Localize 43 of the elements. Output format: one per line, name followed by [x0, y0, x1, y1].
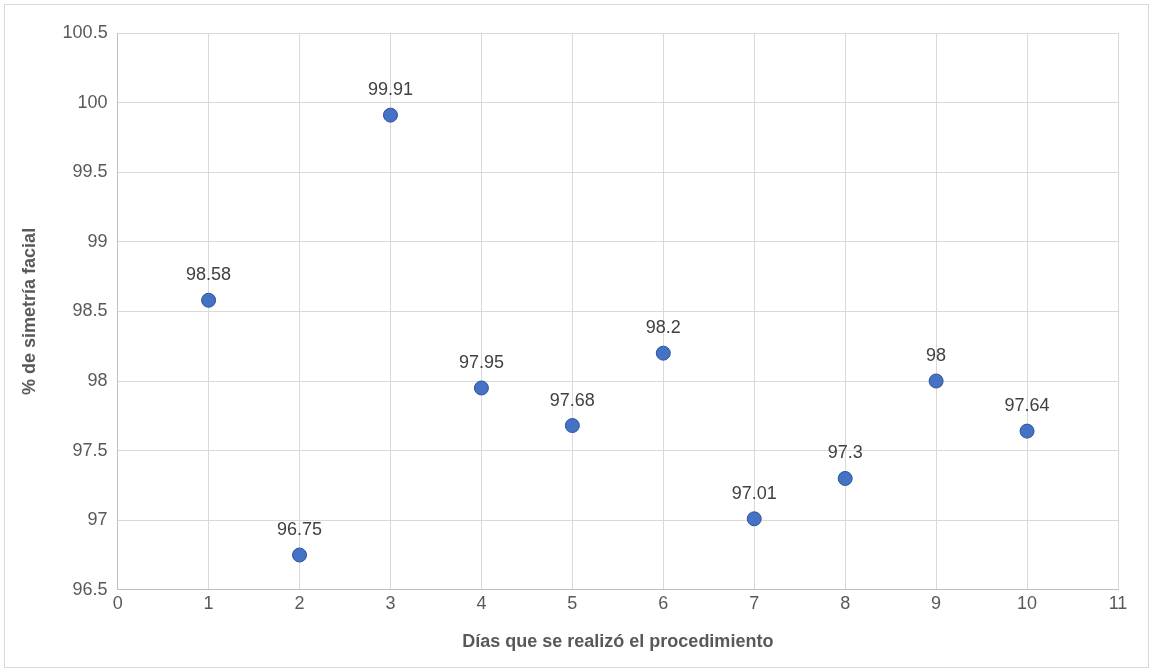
y-tick-label: 100 [77, 91, 108, 112]
y-tick-label: 96.5 [72, 578, 108, 599]
point [837, 470, 853, 486]
x-tick-label: 5 [567, 592, 578, 613]
data-label: 96.75 [277, 518, 323, 539]
y-axis-title: % de simetría facial [18, 227, 39, 395]
point [473, 380, 489, 396]
data-label: 97.3 [827, 442, 863, 463]
x-tick-label: 2 [294, 592, 305, 613]
y-tick-label: 98.5 [72, 300, 108, 321]
x-tick-label: 7 [749, 592, 760, 613]
data-label: 97.64 [1004, 395, 1050, 416]
y-tick-label: 97 [87, 509, 108, 530]
point [292, 547, 308, 563]
x-tick-label: 0 [112, 592, 123, 613]
point [564, 418, 580, 434]
y-tick-label: 99 [87, 230, 108, 251]
x-tick-label: 11 [1108, 592, 1128, 613]
x-axis-title: Días que se realizó el procedimiento [462, 631, 774, 652]
point [655, 345, 671, 361]
x-tick-label: 10 [1017, 592, 1038, 613]
x-tick-label: 4 [476, 592, 487, 613]
point [746, 511, 762, 527]
y-tick-label: 97.5 [72, 439, 108, 460]
x-tick-label: 6 [658, 592, 669, 613]
point [1019, 423, 1035, 439]
point [382, 107, 398, 123]
x-tick-label: 9 [931, 592, 942, 613]
data-label: 98.58 [186, 264, 232, 285]
y-tick-label: 100.5 [62, 21, 108, 42]
data-label: 97.95 [458, 351, 504, 372]
x-tick-label: 1 [203, 592, 214, 613]
point [928, 373, 944, 389]
x-tick-label: 8 [840, 592, 851, 613]
point [201, 292, 217, 308]
y-tick-label: 98 [87, 369, 108, 390]
data-label: 98.2 [645, 317, 681, 338]
x-tick-label: 3 [385, 592, 396, 613]
data-label: 99.91 [367, 79, 413, 100]
data-label: 97.01 [731, 482, 777, 503]
data-label: 97.68 [549, 389, 595, 410]
data-label: 98 [926, 344, 947, 365]
y-tick-label: 99.5 [72, 161, 108, 182]
